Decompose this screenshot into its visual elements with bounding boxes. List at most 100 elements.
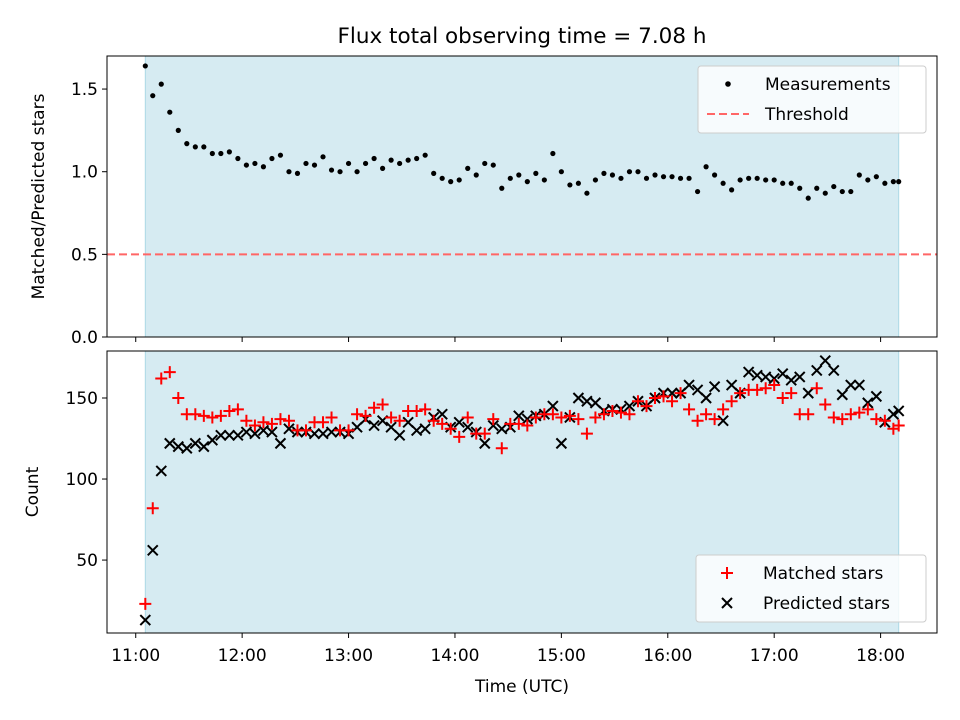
predicted-star-point <box>811 364 823 377</box>
matched-star-point <box>870 413 883 426</box>
measurement-point <box>320 154 326 160</box>
predicted-star-point <box>708 380 721 393</box>
measurement-point <box>226 149 232 155</box>
matched-star-point <box>521 419 534 432</box>
matched-star-point <box>274 413 287 426</box>
measurement-point <box>541 177 547 183</box>
measurement-point <box>507 175 513 181</box>
measurement-point <box>694 188 701 195</box>
matched-star-point <box>725 395 738 408</box>
measurement-point <box>303 160 309 167</box>
threshold-legend-label: Threshold <box>764 105 849 125</box>
measurement-point <box>294 170 301 176</box>
predicted-legend-label: Predicted stars <box>763 594 890 614</box>
matched-star-point <box>444 422 457 435</box>
measurement-point <box>737 177 743 183</box>
measurement-point <box>865 177 871 183</box>
matched-star-point <box>708 413 721 426</box>
predicted-star-point <box>853 379 866 391</box>
top-y-tick-label: 0.5 <box>71 245 98 265</box>
predicted-star-point <box>147 544 159 557</box>
predicted-star-point <box>419 423 431 435</box>
measurement-point <box>814 185 820 191</box>
x-tick-label: 11:00 <box>111 646 160 666</box>
measurement-point <box>626 169 633 175</box>
measurement-point <box>788 180 794 186</box>
matched-star-point <box>172 392 185 404</box>
matched-star-point <box>257 416 270 429</box>
predicted-star-point <box>547 400 559 412</box>
matched-star-point <box>453 430 466 443</box>
matched-star-point <box>206 411 219 424</box>
measurement-point <box>243 162 249 168</box>
matched-star-point <box>139 597 152 610</box>
predicted-star-point <box>819 355 831 367</box>
matched-star-point <box>640 400 653 413</box>
matched-star-point <box>282 414 295 427</box>
matched-star-point <box>512 417 525 430</box>
top-legend-box <box>697 65 927 134</box>
top-legend: Measurements Threshold <box>697 65 927 134</box>
matched-star-point <box>487 413 500 426</box>
predicted-star-point <box>232 429 244 441</box>
matched-star-point <box>197 409 210 422</box>
predicted-star-point <box>274 437 287 450</box>
bottom-axes-frame <box>106 350 938 634</box>
matched-star-point <box>785 387 798 400</box>
measurements-legend-marker <box>725 81 731 87</box>
measurement-point <box>584 190 590 196</box>
predicted-star-point <box>836 389 849 401</box>
measurement-point <box>550 150 556 157</box>
matched-stars-series <box>139 366 905 610</box>
matched-star-point <box>342 424 355 437</box>
measurement-point <box>882 180 888 186</box>
measurement-point <box>260 164 267 170</box>
predicted-star-point <box>717 414 729 427</box>
x-tick-label: 17:00 <box>750 646 799 666</box>
measurement-point <box>609 172 616 178</box>
measurement-point <box>754 175 760 181</box>
measurement-point <box>780 180 786 186</box>
measurement-point <box>490 162 496 168</box>
measurement-point <box>686 175 692 181</box>
measurement-point <box>831 183 837 190</box>
measurement-point <box>703 164 709 170</box>
matched-star-point <box>759 382 772 395</box>
predicted-star-point <box>155 465 167 477</box>
matched-star-point <box>861 403 874 416</box>
top-y-tick-label: 0.0 <box>71 328 98 348</box>
matched-star-point <box>359 409 372 422</box>
predicted-star-point <box>700 392 712 404</box>
predicted-star-point <box>181 442 193 454</box>
measurement-point <box>516 172 522 178</box>
matched-star-point <box>376 398 389 411</box>
matched-star-point <box>751 383 764 396</box>
measurement-point <box>167 109 173 115</box>
predicted-star-point <box>240 426 253 438</box>
measurements-legend-label: Measurements <box>765 75 891 95</box>
predicted-star-point <box>215 429 227 441</box>
matched-star-point <box>768 379 781 392</box>
top-y-tick-label: 1.5 <box>71 80 98 100</box>
matched-star-point <box>351 408 364 421</box>
matched-star-point <box>623 408 636 421</box>
predicted-star-point <box>206 434 219 446</box>
predicted-star-point <box>410 424 423 437</box>
predicted-star-point <box>794 371 806 383</box>
predicted-star-point <box>257 424 270 437</box>
measurement-point <box>269 155 275 162</box>
measurement-point <box>848 188 854 195</box>
measurement-point <box>575 180 581 186</box>
measurement-point <box>439 175 445 181</box>
matched-star-point <box>265 417 278 430</box>
matched-star-point <box>155 372 168 385</box>
measurement-point <box>158 81 164 87</box>
matched-star-point <box>248 419 261 432</box>
matched-star-point <box>317 416 330 429</box>
measurement-point <box>635 169 641 175</box>
predicted-star-point <box>317 427 329 440</box>
matched-legend-marker <box>721 567 733 579</box>
predicted-star-point <box>266 426 278 438</box>
measurement-point <box>201 144 207 150</box>
predicted-star-point <box>892 405 905 417</box>
